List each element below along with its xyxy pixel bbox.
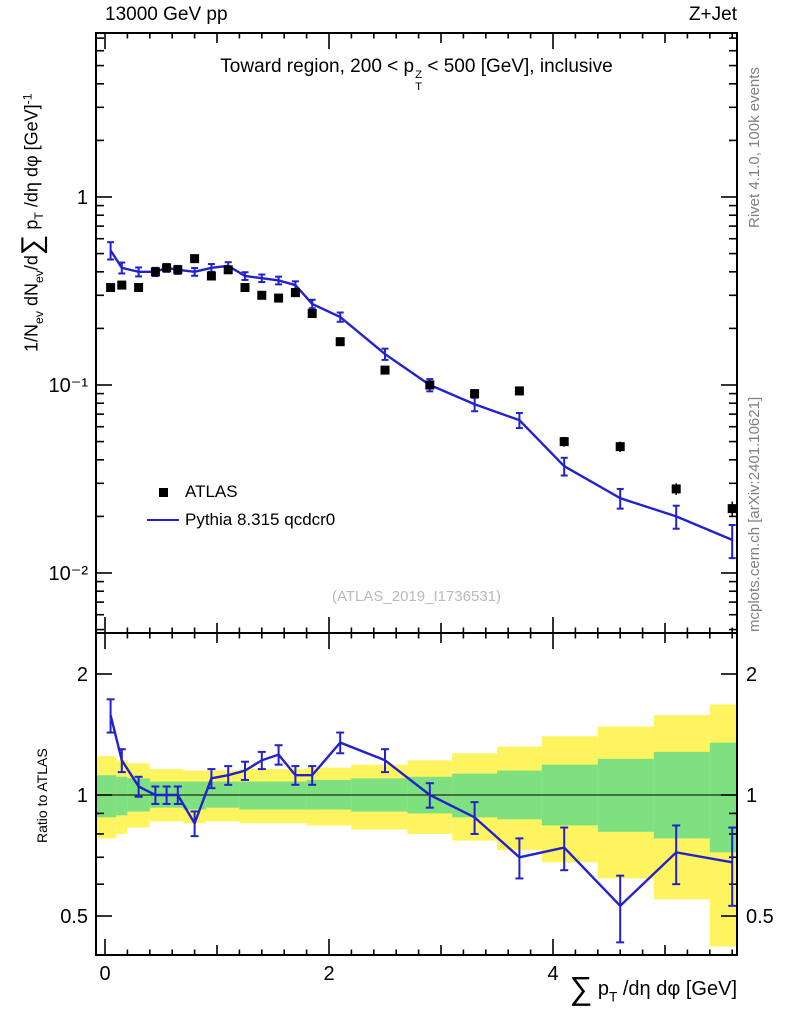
atlas-data-point [274, 293, 284, 303]
atlas-data-point [190, 254, 200, 264]
atlas-data-point [335, 337, 345, 347]
ratio-y-axis-label: Ratio to ATLAS [34, 748, 50, 843]
legend-entry-pythia: Pythia 8.315 qcdcr0 [141, 506, 335, 534]
atlas-square-marker-icon [158, 487, 168, 497]
main-panel-frame [95, 32, 738, 634]
atlas-data-point [240, 283, 250, 293]
header-beam-energy: 13000 GeV pp [105, 4, 228, 25]
atlas-data-point [615, 442, 625, 452]
x-axis-label: ∑ pT /dη dφ [GeV] [569, 970, 737, 1006]
atlas-data-point [380, 365, 390, 375]
atlas-data-point [223, 265, 233, 275]
y-tick-label: 1 [77, 187, 88, 209]
atlas-data-point [727, 504, 737, 514]
green-band-bin [96, 775, 117, 818]
atlas-data-point [559, 437, 569, 447]
legend-icon-wrap [141, 487, 185, 497]
atlas-data-point [206, 271, 216, 281]
legend: ATLAS Pythia 8.315 qcdcr0 [141, 478, 335, 534]
atlas-data-point [106, 283, 116, 293]
atlas-data-point [117, 280, 127, 290]
analysis-watermark: (ATLAS_2019_I1736531) [331, 588, 501, 605]
ratio-panel-frame [95, 632, 738, 956]
atlas-data-point [514, 386, 524, 396]
x-tick-label: 0 [99, 963, 110, 985]
ratio-tick-label-left: 1 [77, 785, 88, 807]
ratio-series [106, 698, 737, 944]
ratio-tick-label-right: 0.5 [746, 906, 774, 928]
atlas-data-point [150, 267, 160, 277]
pythia-line-icon [147, 518, 179, 522]
header-process: Z+Jet [688, 4, 737, 25]
y-tick-label: 10⁻² [49, 563, 89, 585]
ratio-line [109, 714, 733, 908]
ratio-tick-label-left: 0.5 [60, 906, 88, 928]
mcplots-attribution-note: mcplots.cern.ch [arXiv:2401.10621] [746, 396, 763, 632]
atlas-data-point [307, 309, 317, 319]
atlas-data-point [173, 265, 183, 275]
atlas-data-point [290, 288, 300, 298]
legend-entry-atlas: ATLAS [141, 478, 335, 506]
green-band-bin [183, 781, 206, 810]
ratio-tick-label-left: 2 [77, 664, 88, 686]
main-series [106, 241, 737, 560]
atlas-data-point [162, 263, 172, 273]
ratio-tick-label-right: 1 [746, 785, 757, 807]
green-band-bin [239, 781, 273, 810]
x-tick-label: 4 [547, 963, 558, 985]
x-tick-label: 2 [323, 963, 334, 985]
legend-icon-wrap [141, 518, 185, 522]
atlas-data-point [257, 290, 267, 300]
green-band-bin [273, 781, 307, 810]
legend-label-pythia: Pythia 8.315 qcdcr0 [185, 510, 336, 529]
ratio-tick-label-right: 2 [746, 664, 757, 686]
atlas-data-point [470, 389, 480, 399]
legend-label-atlas: ATLAS [185, 482, 238, 501]
rivet-version-note: Rivet 4.1.0, 100k events [746, 67, 763, 228]
green-band-bin [116, 776, 128, 816]
y-axis-label: 1/Nev dNev/d∑ pT /dη dφ [GeV]-1 [16, 93, 48, 352]
atlas-data-point [134, 283, 144, 293]
atlas-data-point [671, 484, 681, 494]
atlas-data-point [425, 380, 435, 390]
ratio-uncertainty-bands [96, 704, 737, 947]
y-tick-label: 10⁻¹ [49, 375, 89, 397]
